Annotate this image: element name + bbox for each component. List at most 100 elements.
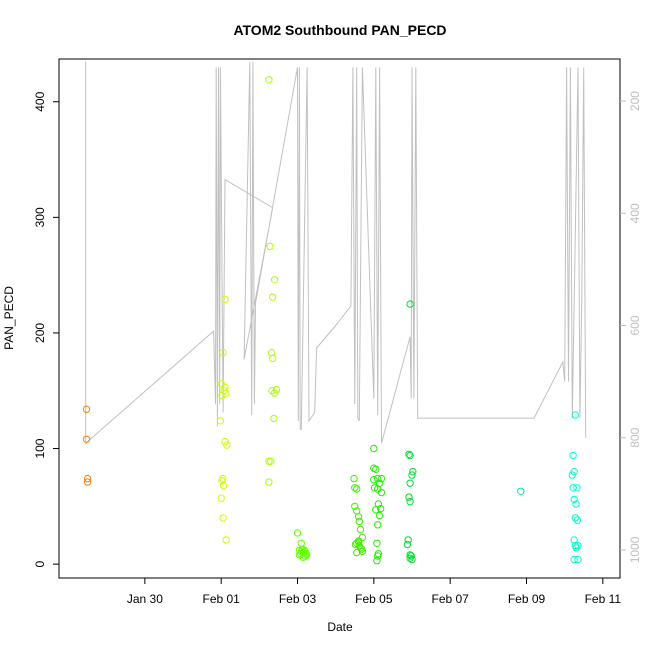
- x-axis-label: Date: [327, 620, 353, 634]
- data-point: [375, 511, 384, 520]
- data-point: [372, 465, 380, 473]
- data-point: [358, 547, 367, 556]
- y-tick-label: 0: [33, 560, 47, 567]
- data-point: [82, 405, 91, 413]
- data-point: [569, 484, 577, 492]
- data-point: [370, 476, 378, 484]
- x-tick-label: Feb 01: [203, 592, 241, 606]
- plot-frame: [58, 58, 621, 579]
- data-point: [574, 541, 582, 550]
- data-point: [408, 471, 416, 479]
- series-feb-01: [216, 295, 231, 544]
- data-point: [269, 354, 277, 363]
- y-tick-label: 300: [33, 207, 47, 227]
- pressure-profile: [85, 61, 587, 445]
- data-point: [374, 552, 382, 560]
- x-tick-label: Jan 30: [127, 592, 163, 606]
- data-point: [408, 555, 416, 564]
- data-point: [221, 437, 229, 446]
- data-point: [82, 435, 91, 443]
- series-feb-11: [568, 411, 582, 564]
- data-point: [573, 484, 581, 492]
- data-points: [82, 76, 582, 565]
- data-point: [219, 514, 227, 522]
- series-jan-28: [82, 405, 92, 486]
- data-point: [351, 484, 359, 492]
- data-point: [223, 441, 231, 449]
- data-point: [571, 411, 579, 419]
- data-point: [406, 551, 414, 559]
- data-point: [571, 514, 579, 522]
- data-point: [355, 517, 363, 526]
- data-point: [351, 502, 359, 510]
- data-point: [222, 536, 230, 544]
- data-point: [216, 417, 225, 425]
- data-point: [377, 504, 385, 513]
- data-point: [269, 293, 277, 301]
- data-point: [219, 481, 228, 490]
- x-tick-label: Feb 03: [279, 592, 317, 606]
- series-feb-10: [517, 487, 525, 495]
- data-point: [574, 555, 582, 564]
- series-feb-02: [265, 76, 281, 486]
- data-point: [517, 487, 525, 495]
- data-point: [406, 479, 414, 487]
- data-point: [83, 474, 92, 483]
- data-point: [406, 554, 414, 562]
- data-point: [354, 513, 363, 521]
- series-feb-04: [350, 474, 367, 557]
- data-point: [221, 383, 229, 391]
- data-point: [218, 391, 226, 400]
- data-point: [406, 451, 414, 460]
- data-point: [370, 444, 378, 453]
- x-tick-label: Feb 07: [431, 592, 469, 606]
- data-point: [265, 478, 273, 486]
- data-point: [265, 457, 273, 465]
- data-point: [266, 242, 274, 251]
- data-point: [353, 548, 361, 557]
- series-feb-05: [370, 444, 386, 565]
- pressure-tick-label: 1000: [628, 536, 642, 563]
- data-point: [302, 550, 310, 558]
- x-tick-label: Feb 09: [508, 592, 546, 606]
- data-point: [303, 551, 311, 559]
- data-point: [219, 348, 227, 357]
- series-feb-06: [403, 300, 417, 564]
- data-point: [272, 385, 281, 394]
- data-point: [374, 521, 382, 529]
- data-point: [218, 477, 226, 485]
- data-point: [353, 485, 361, 493]
- data-point: [572, 544, 580, 552]
- data-point: [570, 495, 578, 504]
- data-point: [372, 506, 380, 514]
- data-point: [265, 76, 273, 84]
- data-point: [570, 536, 578, 544]
- y-tick-label: 400: [33, 91, 47, 111]
- data-point: [373, 557, 381, 565]
- data-point: [572, 500, 580, 508]
- data-point: [573, 516, 581, 524]
- data-point: [406, 300, 414, 308]
- series-feb-03: [293, 529, 311, 561]
- data-point: [404, 536, 412, 544]
- data-point: [222, 389, 230, 397]
- data-point: [297, 539, 305, 547]
- chart-title: ATOM2 Southbound PAN_PECD: [233, 22, 446, 38]
- data-point: [406, 498, 414, 506]
- data-point: [403, 540, 412, 549]
- pressure-profile-line: [85, 61, 587, 445]
- data-point: [354, 538, 363, 546]
- y-tick-label: 200: [33, 323, 47, 343]
- data-point: [409, 468, 417, 476]
- data-point: [373, 539, 381, 547]
- data-point: [350, 474, 358, 483]
- data-point: [267, 457, 275, 465]
- data-point: [405, 450, 413, 458]
- x-tick-label: Feb 11: [585, 592, 622, 606]
- data-point: [356, 525, 365, 534]
- data-point: [267, 348, 276, 357]
- x-tick-label: Feb 05: [355, 592, 393, 606]
- data-point: [568, 471, 576, 479]
- data-point: [569, 451, 577, 460]
